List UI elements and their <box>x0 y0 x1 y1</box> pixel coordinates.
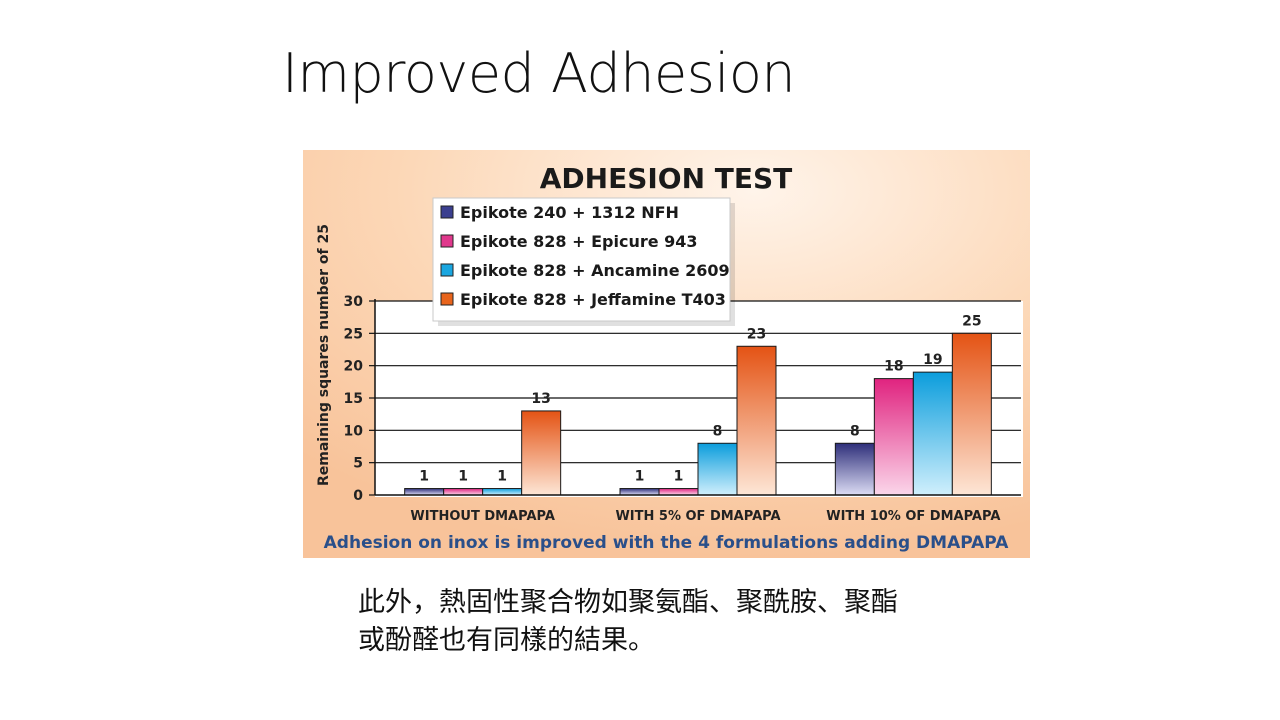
bar-data-label: 23 <box>747 326 766 342</box>
bar <box>482 488 523 496</box>
bar-data-label: 1 <box>635 469 645 485</box>
caption-line-2: 或酚醛也有同樣的結果。 <box>358 625 655 656</box>
chart-legend: Epikote 240 + 1312 NFH Epikote 828 + Epic… <box>432 197 735 326</box>
bar-data-label: 1 <box>674 469 684 485</box>
caption-line-1: 此外，熱固性聚合物如聚氨酯、聚酰胺、聚酯 <box>358 587 898 618</box>
bar <box>951 332 992 496</box>
y-axis-label: Remaining squares number of 25 <box>316 224 332 486</box>
x-category-label: WITHOUT DMAPAPA <box>410 509 555 524</box>
legend-label: Epikote 828 + Ancamine 2609 <box>460 261 730 280</box>
y-tick-label: 0 <box>353 488 363 504</box>
x-category-label: WITH 5% OF DMAPAPA <box>615 509 780 524</box>
y-tick-label: 15 <box>344 391 363 407</box>
bar <box>443 488 484 496</box>
y-tick-label: 10 <box>344 423 364 439</box>
bar-data-label: 8 <box>713 423 723 439</box>
slide-caption: 此外，熱固性聚合物如聚氨酯、聚酰胺、聚酯 或酚醛也有同樣的結果。 <box>358 584 1058 660</box>
y-tick-label: 5 <box>353 456 363 472</box>
legend-swatch <box>440 234 454 248</box>
chart-footnote: Adhesion on inox is improved with the 4 … <box>324 533 1010 553</box>
bar-data-label: 1 <box>458 469 468 485</box>
bar <box>658 488 699 496</box>
bar <box>736 345 777 496</box>
bar-data-label: 1 <box>497 469 507 485</box>
legend-label: Epikote 828 + Jeffamine T403 <box>460 290 726 309</box>
bar-data-label: 1 <box>419 469 429 485</box>
bar-data-label: 19 <box>923 352 942 368</box>
bar <box>834 442 875 496</box>
bar-data-label: 18 <box>884 359 903 375</box>
bar <box>697 442 738 496</box>
bar <box>912 371 953 496</box>
y-tick-label: 20 <box>344 359 364 375</box>
legend-swatch <box>440 205 454 219</box>
y-tick-label: 25 <box>344 326 363 342</box>
legend-swatch <box>440 292 454 306</box>
y-tick-label: 30 <box>344 294 364 310</box>
x-category-label: WITH 10% OF DMAPAPA <box>826 509 1000 524</box>
bar <box>873 378 914 496</box>
legend-label: Epikote 240 + 1312 NFH <box>460 203 679 222</box>
bar <box>521 410 562 496</box>
bar-data-label: 8 <box>850 423 860 439</box>
chart-title: ADHESION TEST <box>540 162 793 195</box>
bar-data-label: 25 <box>962 313 981 329</box>
slide-title: Improved Adhesion <box>282 42 796 105</box>
legend-label: Epikote 828 + Epicure 943 <box>460 232 698 251</box>
bar-data-label: 13 <box>531 391 550 407</box>
bar <box>404 488 445 496</box>
legend-swatch <box>440 263 454 277</box>
bar <box>619 488 660 496</box>
adhesion-chart: 1 1 1 13 1 1 8 23 8 18 19 25 0 5 10 15 20 25 30 ADHESION … <box>303 150 1030 558</box>
